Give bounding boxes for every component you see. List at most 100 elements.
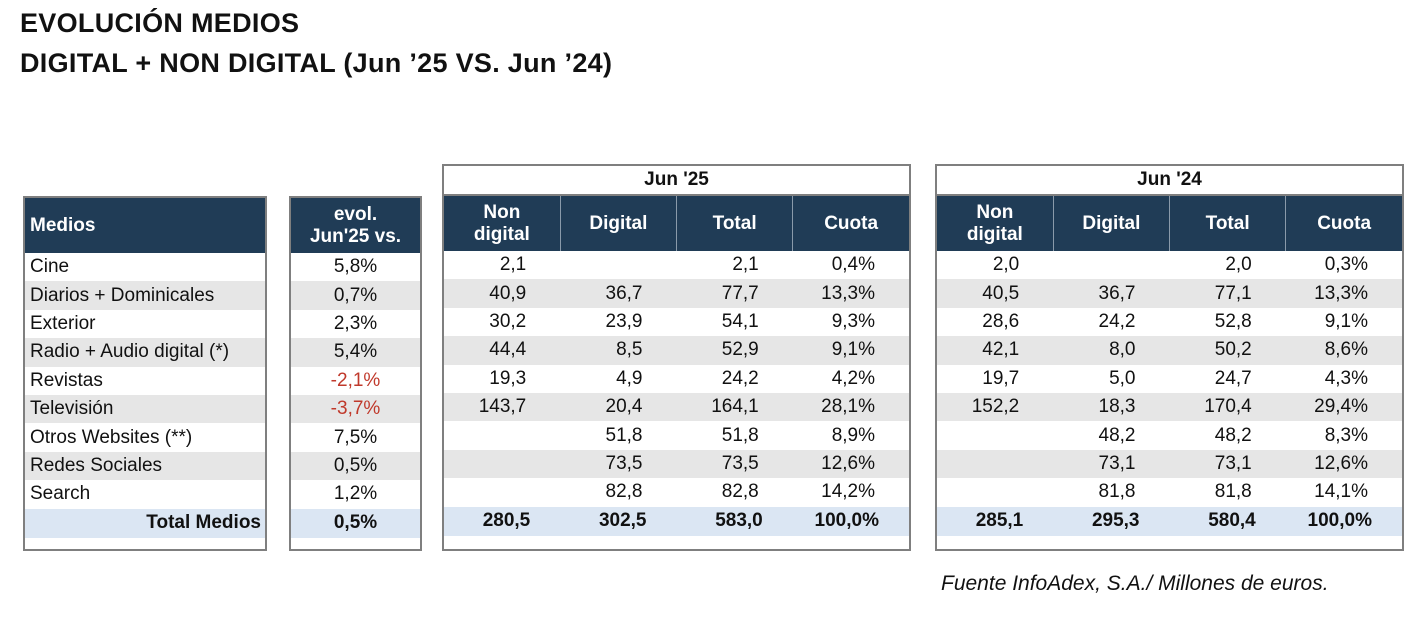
cell-value: 19,7 (937, 364, 1054, 393)
column-header-line1: Cuota (1317, 212, 1372, 234)
cell-value: 2,1 (676, 251, 793, 280)
table-row: 40,9 36,7 77,7 13,3% (444, 279, 909, 308)
evol-value: -3,7% (291, 394, 420, 424)
total-value: 100,0% (792, 506, 909, 536)
table-row: Otros Websites (**) (25, 423, 265, 452)
cell-value: 152,2 (937, 392, 1054, 422)
cell-value: 19,3 (444, 364, 561, 393)
cell-value: 2,1 (444, 251, 561, 280)
table-row: 82,8 82,8 14,2% (444, 478, 909, 507)
table-row: 19,7 5,0 24,7 4,3% (937, 364, 1402, 393)
cell-value: 50,2 (1169, 336, 1286, 365)
cell-value: 40,9 (444, 279, 561, 308)
table-row: Redes Sociales (25, 451, 265, 481)
cell-value: 4,2% (792, 364, 909, 393)
table-row: Televisión (25, 394, 265, 424)
table-row: Diarios + Dominicales (25, 281, 265, 310)
cell-value: 51,8 (560, 421, 677, 450)
period-label-jun24: Jun '24 (937, 166, 1402, 196)
cell-value (1053, 251, 1170, 280)
cell-value: 52,8 (1169, 307, 1286, 337)
cell-value: 9,3% (792, 307, 909, 337)
cell-value: 170,4 (1169, 392, 1286, 422)
cell-value: 77,7 (676, 279, 793, 308)
cell-value: 4,9 (560, 364, 677, 393)
medio-label: Search (25, 480, 265, 509)
cell-value: 28,1% (792, 392, 909, 422)
cell-value: 13,3% (1285, 279, 1402, 308)
total-evol: 0,5% (291, 508, 420, 538)
cell-value (937, 449, 1054, 479)
cell-value: 12,6% (792, 449, 909, 479)
medio-label: Diarios + Dominicales (25, 281, 265, 310)
period-label-jun25: Jun '25 (444, 166, 909, 196)
table-row: -3,7% (291, 394, 420, 424)
cell-value: 5,0 (1053, 364, 1170, 393)
cell-value: 82,8 (676, 478, 793, 507)
cell-value: 14,2% (792, 478, 909, 507)
table-row: 73,5 73,5 12,6% (444, 449, 909, 479)
cell-value: 24,2 (676, 364, 793, 393)
cell-value: 164,1 (676, 392, 793, 422)
cell-value (560, 251, 677, 280)
evol-header: evol. Jun'25 vs. (291, 198, 420, 253)
medios-table: Medios Cine Diarios + Dominicales Exterior… (23, 196, 267, 551)
column-header-line2: digital (966, 223, 1023, 245)
table-row: 143,7 20,4 164,1 28,1% (444, 392, 909, 422)
cell-value: 4,3% (1285, 364, 1402, 393)
evol-value: 0,7% (291, 281, 420, 310)
page-subtitle: DIGITAL + NON DIGITAL (Jun ’25 VS. Jun ’… (20, 48, 613, 78)
cell-value: 14,1% (1285, 478, 1402, 507)
table-row: 30,2 23,9 54,1 9,3% (444, 307, 909, 337)
column-header-line1: Digital (589, 212, 648, 234)
evol-header-line2: Jun'25 vs. (309, 225, 402, 247)
cell-value: 143,7 (444, 392, 561, 422)
cell-value: 12,6% (1285, 449, 1402, 479)
table-row: 40,5 36,7 77,1 13,3% (937, 279, 1402, 308)
total-value: 280,5 (444, 506, 561, 536)
column-header-line1: Cuota (824, 212, 879, 234)
cell-value: 24,7 (1169, 364, 1286, 393)
cell-value: 52,9 (676, 336, 793, 365)
column-header-line2: digital (473, 223, 530, 245)
cell-value: 18,3 (1053, 392, 1170, 422)
table-row: Revistas (25, 366, 265, 395)
column-header-line1: Total (1205, 212, 1250, 234)
column-header: Total (1168, 195, 1286, 251)
table-row: 0,7% (291, 281, 420, 310)
cell-value (444, 478, 561, 507)
cell-value: 51,8 (676, 421, 793, 450)
column-header: Digital (1052, 195, 1170, 251)
cell-value: 73,1 (1053, 449, 1170, 479)
cell-value: 0,4% (792, 251, 909, 280)
cell-value: 23,9 (560, 307, 677, 337)
total-value: 580,4 (1169, 506, 1286, 536)
column-header-line1: Digital (1082, 212, 1141, 234)
table-row: 7,5% (291, 423, 420, 452)
evol-table: evol. Jun'25 vs. 5,8% 0,7% 2,3% 5,4% -2,1% -3… (289, 196, 422, 551)
medio-label: Televisión (25, 394, 265, 424)
medios-header: Medios (25, 198, 265, 253)
table-row: -2,1% (291, 366, 420, 395)
table-row: 28,6 24,2 52,8 9,1% (937, 307, 1402, 337)
column-header: Cuota (1285, 195, 1402, 251)
source-note: Fuente InfoAdex, S.A./ Millones de euros… (941, 572, 1329, 595)
table-row: Search (25, 480, 265, 509)
total-value: 285,1 (937, 506, 1054, 536)
period-table-jun25: Jun '25 Non digital Digital Total Cuota 2,1 2… (442, 164, 911, 551)
cell-value: 0,3% (1285, 251, 1402, 280)
cell-value: 8,6% (1285, 336, 1402, 365)
cell-value: 9,1% (792, 336, 909, 365)
cell-value: 40,5 (937, 279, 1054, 308)
column-header-line1: Non (483, 201, 521, 223)
cell-value: 73,5 (676, 449, 793, 479)
table-row: 152,2 18,3 170,4 29,4% (937, 392, 1402, 422)
table-row: 73,1 73,1 12,6% (937, 449, 1402, 479)
medio-label: Redes Sociales (25, 451, 265, 481)
total-value: 302,5 (560, 506, 677, 536)
table-row: Cine (25, 253, 265, 282)
total-value: 100,0% (1285, 506, 1402, 536)
cell-value: 2,0 (1169, 251, 1286, 280)
column-header: Cuota (792, 195, 909, 251)
cell-value: 2,0 (937, 251, 1054, 280)
